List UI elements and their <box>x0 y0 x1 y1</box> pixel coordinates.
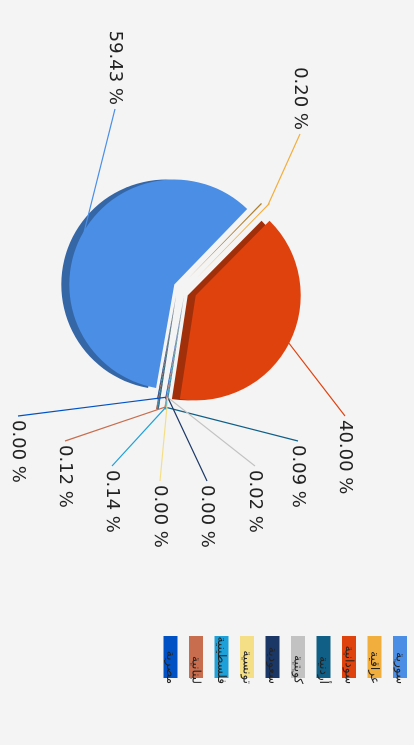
data-label: 0.00 % <box>197 485 218 548</box>
legend-label: عراقية <box>367 651 382 684</box>
pie-slice <box>164 305 183 410</box>
data-label: 59.43 % <box>105 31 126 105</box>
legend-swatch <box>291 636 305 678</box>
data-label: 0.12 % <box>55 445 76 508</box>
leader-line <box>287 341 346 417</box>
pie-slice <box>69 179 248 388</box>
leader-line <box>167 397 256 467</box>
data-label: 0.02 % <box>245 470 266 533</box>
legend-label: لبنانية <box>190 656 204 684</box>
legend-label: سودانية <box>342 646 357 684</box>
rotated-chart: 59.43 % 0.20 % 40.00 % 0.09 % 0.02 % 0.00 % 0.… <box>8 31 408 685</box>
legend-label: سورية <box>393 652 408 684</box>
leader-line <box>167 397 208 482</box>
leader-line <box>111 406 167 467</box>
pie-slice <box>164 305 183 410</box>
pie-slice <box>196 202 270 279</box>
leader-line <box>17 396 167 417</box>
leader-line <box>64 406 165 442</box>
legend-swatch <box>316 636 331 678</box>
legend-label: مصرية <box>163 651 178 684</box>
legend-swatch <box>265 636 280 678</box>
legend-label: كويتية <box>291 655 306 684</box>
pie-slice-side <box>156 305 175 410</box>
legend-swatch <box>342 636 356 678</box>
legend-label: تونسية <box>240 650 255 684</box>
legend-swatch <box>367 636 382 678</box>
legend-swatch <box>393 636 407 678</box>
pie-slice <box>179 220 301 401</box>
legend-swatch <box>214 636 229 678</box>
data-label: 0.14 % <box>102 470 123 533</box>
data-label: 40.00 % <box>335 420 356 494</box>
leader-line <box>267 133 301 206</box>
legend-swatch <box>163 636 178 678</box>
data-label: 0.20 % <box>290 67 311 130</box>
leader-line <box>159 397 169 482</box>
data-label: 0.09 % <box>288 445 309 508</box>
legend-swatch <box>240 636 254 678</box>
data-label: 0.00 % <box>8 420 29 483</box>
leader-line <box>82 108 116 239</box>
pie-slice-side <box>157 295 176 400</box>
legend-label: سعودية <box>265 647 280 684</box>
legend-swatch <box>189 636 203 678</box>
pie-slice <box>165 295 184 400</box>
pie-slice-side <box>188 202 262 279</box>
legend-label: أردنية <box>316 656 332 684</box>
legend-label: فلسطينية <box>215 636 229 684</box>
pie-slice-side <box>156 305 175 410</box>
data-label: 0.00 % <box>150 485 171 548</box>
